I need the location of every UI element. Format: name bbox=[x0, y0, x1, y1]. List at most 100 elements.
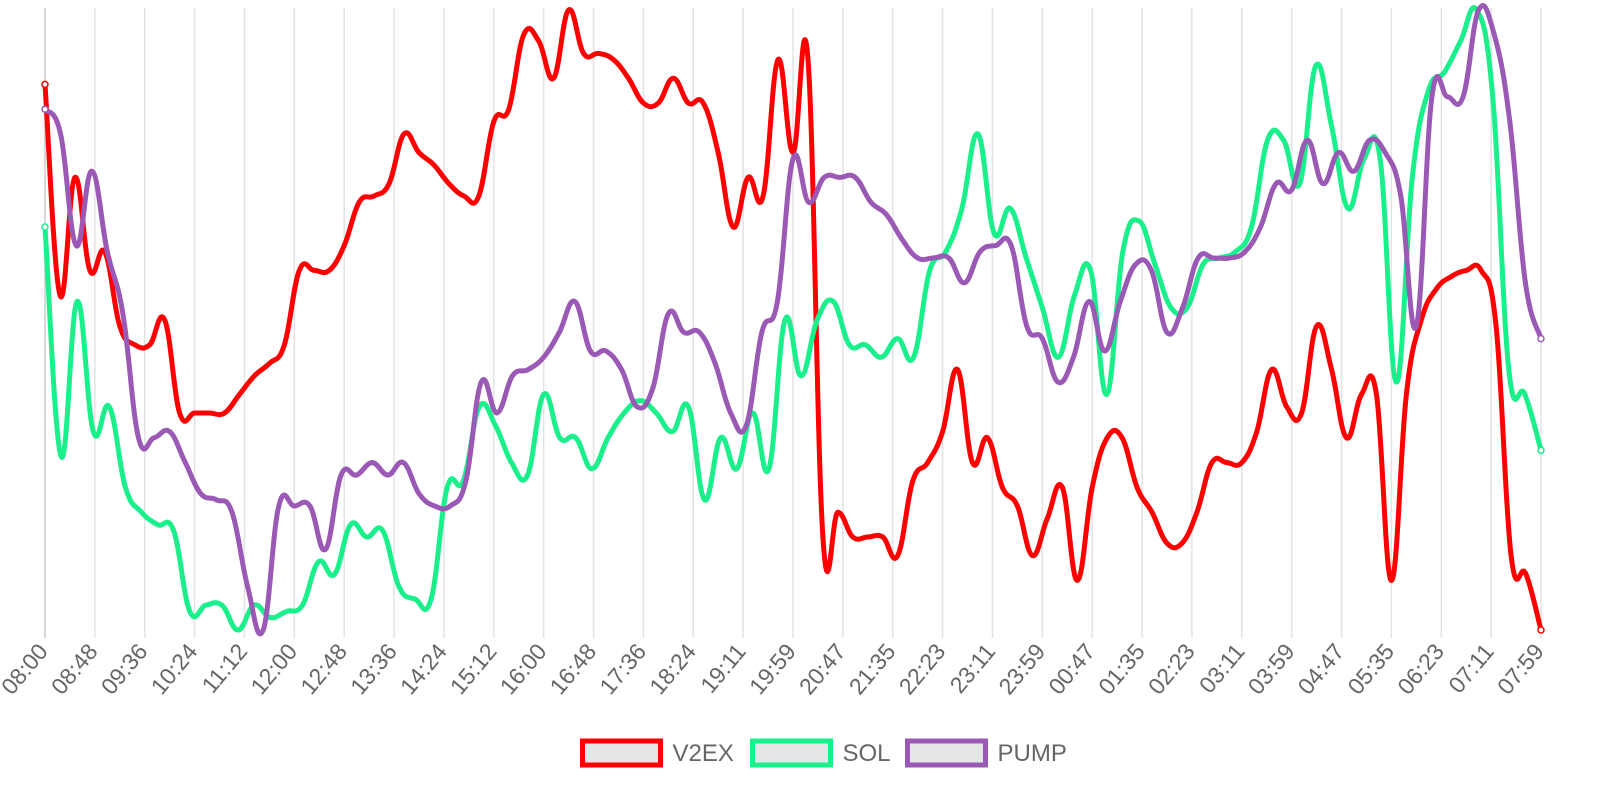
data-point[interactable] bbox=[862, 342, 868, 348]
data-point[interactable] bbox=[1398, 193, 1404, 199]
data-point[interactable] bbox=[536, 38, 542, 44]
data-point[interactable] bbox=[386, 181, 392, 187]
data-point[interactable] bbox=[1055, 354, 1061, 360]
data-point[interactable] bbox=[1007, 205, 1013, 211]
data-point[interactable] bbox=[525, 367, 531, 373]
data-point[interactable] bbox=[1029, 553, 1035, 559]
data-point[interactable] bbox=[1008, 243, 1014, 249]
data-point[interactable] bbox=[1284, 404, 1290, 410]
data-point[interactable] bbox=[41, 80, 49, 89]
data-point[interactable] bbox=[412, 596, 418, 602]
data-point[interactable] bbox=[805, 57, 811, 63]
data-point[interactable] bbox=[1377, 156, 1383, 162]
data-point[interactable] bbox=[745, 174, 751, 180]
data-point[interactable] bbox=[1359, 391, 1364, 397]
data-point[interactable] bbox=[371, 193, 377, 199]
data-point[interactable] bbox=[316, 559, 321, 565]
data-point[interactable] bbox=[868, 199, 874, 205]
data-point[interactable] bbox=[1320, 181, 1326, 187]
data-point[interactable] bbox=[90, 429, 96, 435]
data-point[interactable] bbox=[1152, 261, 1158, 267]
data-point[interactable] bbox=[1258, 224, 1263, 230]
data-point[interactable] bbox=[846, 342, 852, 348]
data-point[interactable] bbox=[884, 212, 889, 218]
data-point[interactable] bbox=[589, 466, 595, 472]
legend-item-sol[interactable]: SOL bbox=[750, 738, 891, 768]
data-point[interactable] bbox=[852, 174, 858, 180]
data-point[interactable] bbox=[1313, 63, 1319, 69]
data-point[interactable] bbox=[806, 199, 812, 205]
data-point[interactable] bbox=[341, 243, 347, 249]
data-point[interactable] bbox=[446, 181, 452, 187]
data-point[interactable] bbox=[1393, 379, 1399, 385]
data-point[interactable] bbox=[1148, 267, 1154, 273]
data-point[interactable] bbox=[634, 404, 640, 410]
data-point[interactable] bbox=[1537, 626, 1545, 634]
data-point[interactable] bbox=[1403, 391, 1409, 397]
data-point[interactable] bbox=[416, 491, 422, 497]
data-point[interactable] bbox=[655, 100, 661, 106]
data-point[interactable] bbox=[1493, 323, 1499, 329]
data-point[interactable] bbox=[1072, 292, 1077, 298]
data-point[interactable] bbox=[1329, 367, 1335, 373]
data-point[interactable] bbox=[1269, 367, 1275, 373]
data-point[interactable] bbox=[790, 156, 796, 162]
data-point[interactable] bbox=[147, 342, 153, 348]
data-point[interactable] bbox=[685, 100, 691, 106]
data-point[interactable] bbox=[237, 391, 242, 397]
data-point[interactable] bbox=[1164, 329, 1170, 335]
data-point[interactable] bbox=[431, 162, 437, 168]
data-point[interactable] bbox=[1044, 515, 1050, 521]
data-point[interactable] bbox=[798, 373, 804, 379]
data-point[interactable] bbox=[1506, 367, 1512, 373]
data-point[interactable] bbox=[380, 528, 386, 534]
data-point[interactable] bbox=[619, 367, 625, 373]
data-point[interactable] bbox=[1537, 446, 1545, 454]
data-point[interactable] bbox=[850, 534, 856, 540]
data-point[interactable] bbox=[332, 571, 337, 577]
data-point[interactable] bbox=[1507, 119, 1513, 125]
data-point[interactable] bbox=[463, 478, 469, 484]
data-point[interactable] bbox=[1211, 255, 1217, 261]
data-point[interactable] bbox=[219, 602, 225, 608]
data-point[interactable] bbox=[369, 460, 375, 466]
data-point[interactable] bbox=[1200, 261, 1206, 267]
data-point[interactable] bbox=[1104, 391, 1110, 397]
data-point[interactable] bbox=[1299, 410, 1305, 416]
data-point[interactable] bbox=[299, 602, 305, 608]
data-point[interactable] bbox=[1180, 305, 1186, 311]
data-point[interactable] bbox=[1074, 577, 1080, 583]
data-point[interactable] bbox=[1304, 137, 1310, 143]
data-point[interactable] bbox=[213, 497, 219, 503]
data-point[interactable] bbox=[1373, 391, 1379, 397]
data-point[interactable] bbox=[492, 422, 498, 428]
data-point[interactable] bbox=[603, 348, 609, 354]
data-point[interactable] bbox=[665, 311, 671, 317]
data-point[interactable] bbox=[1179, 540, 1185, 546]
data-point[interactable] bbox=[1055, 379, 1061, 385]
data-point[interactable] bbox=[72, 174, 78, 180]
data-point[interactable] bbox=[605, 435, 611, 441]
data-point[interactable] bbox=[478, 379, 484, 385]
data-point[interactable] bbox=[1149, 509, 1155, 515]
data-point[interactable] bbox=[1023, 255, 1029, 261]
data-point[interactable] bbox=[899, 236, 905, 242]
data-point[interactable] bbox=[1239, 460, 1245, 466]
data-point[interactable] bbox=[1024, 323, 1030, 329]
data-point[interactable] bbox=[41, 223, 49, 231]
data-point[interactable] bbox=[1120, 249, 1126, 255]
data-point[interactable] bbox=[685, 404, 691, 410]
data-point[interactable] bbox=[1133, 261, 1139, 267]
data-point[interactable] bbox=[830, 298, 836, 304]
data-point[interactable] bbox=[267, 615, 273, 621]
data-point[interactable] bbox=[541, 391, 547, 397]
data-point[interactable] bbox=[1086, 298, 1092, 304]
data-point[interactable] bbox=[1194, 509, 1200, 515]
data-point[interactable] bbox=[959, 205, 965, 211]
data-point[interactable] bbox=[177, 410, 183, 416]
data-point[interactable] bbox=[494, 410, 500, 416]
data-point[interactable] bbox=[566, 7, 572, 13]
data-point[interactable] bbox=[41, 105, 49, 113]
data-point[interactable] bbox=[835, 509, 841, 515]
data-point[interactable] bbox=[1460, 94, 1466, 100]
